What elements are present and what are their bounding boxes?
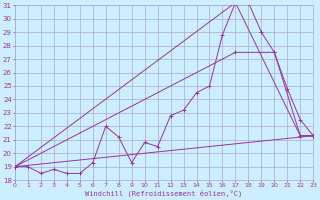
X-axis label: Windchill (Refroidissement éolien,°C): Windchill (Refroidissement éolien,°C) <box>85 190 243 197</box>
